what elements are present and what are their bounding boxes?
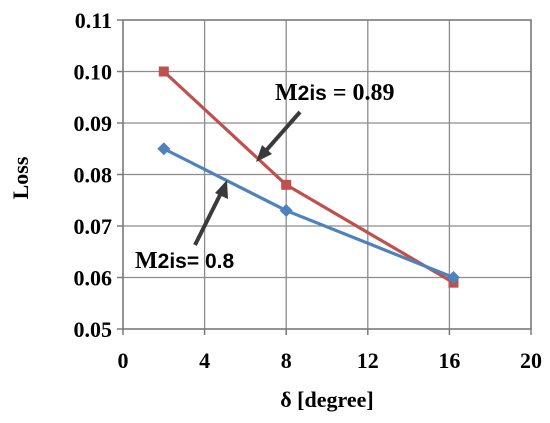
x-tick-label: 0 xyxy=(118,348,129,373)
annotation-lower-prefix: M xyxy=(135,248,158,274)
annotation-upper-rest: = 0.89 xyxy=(327,80,395,106)
y-tick-label: 0.06 xyxy=(74,266,113,291)
series-markers xyxy=(157,66,460,288)
annotation-lower-rest: = 0.8 xyxy=(187,250,235,273)
y-tick-label: 0.07 xyxy=(74,214,113,239)
series-0-point xyxy=(281,179,292,190)
tick-labels: 0 4 8 12 16 20 0.05 0.06 0.07 0.08 0.09 0.10 0.11 xyxy=(74,8,543,373)
arrow-lower xyxy=(193,190,224,246)
series-1-point xyxy=(279,204,293,218)
plot-frame xyxy=(117,19,532,335)
x-tick-label: 20 xyxy=(520,348,542,373)
arrow-lower-head xyxy=(215,180,228,199)
annotation-lower: M2is= 0.8 xyxy=(135,248,234,274)
annotation-upper-prefix: M xyxy=(275,80,298,106)
x-tick-label: 12 xyxy=(357,348,379,373)
y-tick-label: 0.08 xyxy=(74,163,113,188)
x-tick-label: 8 xyxy=(281,348,292,373)
x-axis-label: δ [degree] xyxy=(280,387,373,412)
x-tick-label: 16 xyxy=(438,348,460,373)
y-tick-label: 0.11 xyxy=(75,8,112,33)
y-axis-label: Loss xyxy=(8,156,33,199)
y-tick-label: 0.09 xyxy=(74,111,113,136)
annotation-lower-sub: 2is xyxy=(158,250,187,273)
y-tick-label: 0.10 xyxy=(74,60,113,85)
arrow-upper-head xyxy=(256,145,272,162)
series-0-point xyxy=(158,66,169,77)
annotation-upper-sub: 2is xyxy=(298,82,327,105)
series-1-point xyxy=(446,271,460,284)
y-tick-label: 0.05 xyxy=(74,317,113,342)
gridlines xyxy=(122,19,532,330)
annotation-upper: M2is = 0.89 xyxy=(275,80,395,106)
x-tick-label: 4 xyxy=(199,348,210,373)
arrow-upper xyxy=(261,110,302,156)
series-1-point xyxy=(157,142,171,156)
annotation-arrows xyxy=(193,110,302,246)
